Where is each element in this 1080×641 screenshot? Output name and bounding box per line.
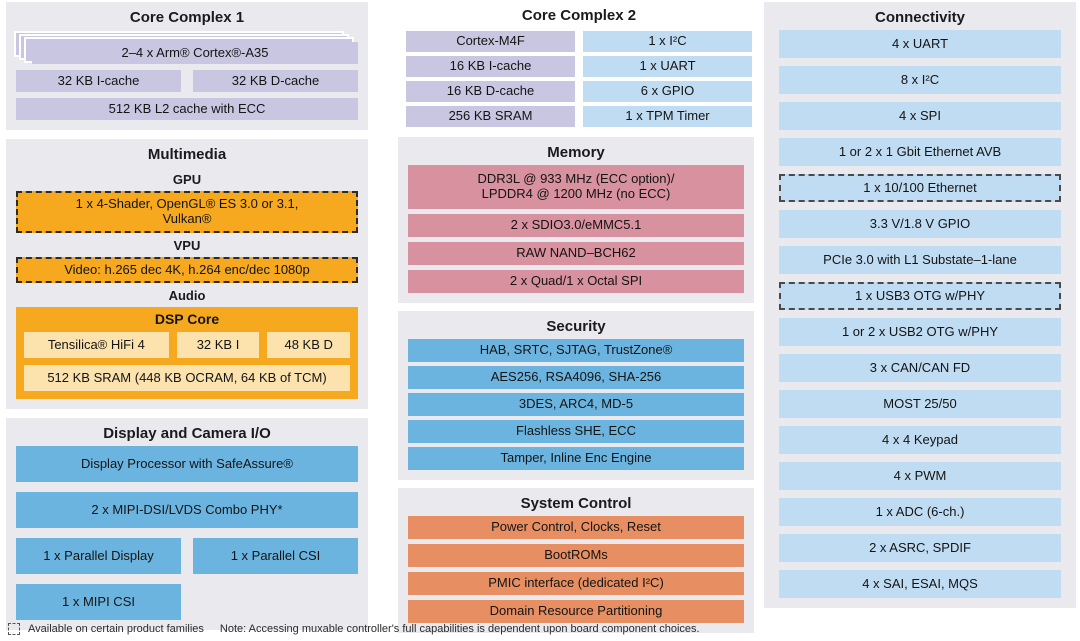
pmic-block: PMIC interface (dedicated I²C) xyxy=(408,572,744,595)
footer-legend: Available on certain product families No… xyxy=(8,623,700,635)
security-rows: HAB, SRTC, SJTAG, TrustZone® AES256, RSA… xyxy=(408,339,744,470)
domain-partitioning-block: Domain Resource Partitioning xyxy=(408,600,744,623)
core-complex-1-title: Core Complex 1 xyxy=(129,9,245,26)
connectivity-row-pcie: PCIe 3.0 with L1 Substate–1-lane xyxy=(779,246,1061,274)
dsp-core-title: DSP Core xyxy=(154,311,220,327)
display-camera-rows: Display Processor with SafeAssure® 2 x M… xyxy=(16,446,358,620)
left-column: Core Complex 1 2–4 x Arm® Cortex®-A35 32… xyxy=(6,2,368,630)
3des-block: 3DES, ARC4, MD-5 xyxy=(408,393,744,416)
connectivity-row-usb3: 1 x USB3 OTG w/PHY xyxy=(779,282,1061,310)
she-block: Flashless SHE, ECC xyxy=(408,420,744,443)
nand-block: RAW NAND–BCH62 xyxy=(408,242,744,265)
connectivity-row-uart: 4 x UART xyxy=(779,30,1061,58)
multimedia-title: Multimedia xyxy=(147,146,227,163)
cc2-icache-block: 16 KB I-cache xyxy=(406,56,575,77)
connectivity-row-sai: 4 x SAI, ESAI, MQS xyxy=(779,570,1061,598)
aes-block: AES256, RSA4096, SHA-256 xyxy=(408,366,744,389)
legend-label: Available on certain product families xyxy=(28,623,204,635)
security-title: Security xyxy=(546,318,606,335)
core-complex-2-title: Core Complex 2 xyxy=(521,7,637,24)
power-control-block: Power Control, Clocks, Reset xyxy=(408,516,744,539)
core-complex-1-section: Core Complex 1 2–4 x Arm® Cortex®-A35 32… xyxy=(6,2,368,130)
dsp-core-block: DSP Core Tensilica® HiFi 4 32 KB I 48 KB… xyxy=(16,307,358,399)
connectivity-row-adc: 1 x ADC (6-ch.) xyxy=(779,498,1061,526)
connectivity-row-most: MOST 25/50 xyxy=(779,390,1061,418)
cc2-sram-block: 256 KB SRAM xyxy=(406,106,575,127)
display-processor-block: Display Processor with SafeAssure® xyxy=(16,446,358,482)
security-section: Security HAB, SRTC, SJTAG, TrustZone® AE… xyxy=(398,311,754,480)
cc2-dcache-block: 16 KB D-cache xyxy=(406,81,575,102)
connectivity-rows: 4 x UART 8 x I²C 4 x SPI 1 or 2 x 1 Gbit… xyxy=(779,30,1061,598)
cc1-icache-block: 32 KB I-cache xyxy=(16,70,181,92)
cc2-i2c-block: 1 x I²C xyxy=(583,31,752,52)
connectivity-row-pwm: 4 x PWM xyxy=(779,462,1061,490)
dsp-hifi-block: Tensilica® HiFi 4 xyxy=(24,332,169,358)
dsp-sram-block: 512 KB SRAM (448 KB OCRAM, 64 KB of TCM) xyxy=(24,365,350,391)
ddr-block: DDR3L @ 933 MHz (ECC option)/ LPDDR4 @ 1… xyxy=(408,165,744,209)
connectivity-row-ethernet-10-100: 1 x 10/100 Ethernet xyxy=(779,174,1061,202)
footer-note: Note: Accessing muxable controller's ful… xyxy=(219,623,700,635)
display-camera-section: Display and Camera I/O Display Processor… xyxy=(6,418,368,630)
cc2-cpu-block: Cortex-M4F xyxy=(406,31,575,52)
parallel-row: 1 x Parallel Display 1 x Parallel CSI xyxy=(16,538,358,574)
tamper-block: Tamper, Inline Enc Engine xyxy=(408,447,744,470)
cc1-cpu-block: 2–4 x Arm® Cortex®-A35 xyxy=(32,42,358,64)
vpu-block: Video: h.265 dec 4K, h.264 enc/dec 1080p xyxy=(16,257,358,283)
cpu-cluster-stack: 2–4 x Arm® Cortex®-A35 xyxy=(14,31,358,64)
diagram-columns: Core Complex 1 2–4 x Arm® Cortex®-A35 32… xyxy=(6,2,1076,633)
quadspi-block: 2 x Quad/1 x Octal SPI xyxy=(408,270,744,293)
memory-section: Memory DDR3L @ 933 MHz (ECC option)/ LPD… xyxy=(398,137,754,303)
core-complex-2-grid: Cortex-M4F 1 x I²C 16 KB I-cache 1 x UAR… xyxy=(406,31,752,127)
system-control-section: System Control Power Control, Clocks, Re… xyxy=(398,488,754,633)
dsp-dcache-block: 48 KB D xyxy=(267,332,351,358)
cc1-cache-row: 32 KB I-cache 32 KB D-cache xyxy=(16,70,358,92)
connectivity-row-ethernet-avb: 1 or 2 x 1 Gbit Ethernet AVB xyxy=(779,138,1061,166)
system-control-rows: Power Control, Clocks, Reset BootROMs PM… xyxy=(408,516,744,623)
right-column: Connectivity 4 x UART 8 x I²C 4 x SPI 1 … xyxy=(764,2,1076,608)
connectivity-row-usb2: 1 or 2 x USB2 OTG w/PHY xyxy=(779,318,1061,346)
dashed-box-icon xyxy=(8,623,20,635)
connectivity-row-spi: 4 x SPI xyxy=(779,102,1061,130)
connectivity-section: Connectivity 4 x UART 8 x I²C 4 x SPI 1 … xyxy=(764,2,1076,608)
connectivity-row-keypad: 4 x 4 Keypad xyxy=(779,426,1061,454)
connectivity-row-asrc: 2 x ASRC, SPDIF xyxy=(779,534,1061,562)
cc1-dcache-block: 32 KB D-cache xyxy=(193,70,358,92)
gpu-block: 1 x 4-Shader, OpenGL® ES 3.0 or 3.1, Vul… xyxy=(16,191,358,233)
connectivity-row-i2c: 8 x I²C xyxy=(779,66,1061,94)
system-control-title: System Control xyxy=(520,495,632,512)
display-camera-title: Display and Camera I/O xyxy=(103,425,271,442)
connectivity-row-can: 3 x CAN/CAN FD xyxy=(779,354,1061,382)
vpu-label: VPU xyxy=(173,238,201,253)
mipi-dsi-block: 2 x MIPI-DSI/LVDS Combo PHY* xyxy=(16,492,358,528)
audio-label: Audio xyxy=(168,288,206,303)
hab-block: HAB, SRTC, SJTAG, TrustZone® xyxy=(408,339,744,362)
core-complex-2-section: Core Complex 2 Cortex-M4F 1 x I²C 16 KB … xyxy=(398,2,754,127)
mipi-csi-block: 1 x MIPI CSI xyxy=(16,584,181,620)
parallel-csi-block: 1 x Parallel CSI xyxy=(193,538,358,574)
cc2-gpio-block: 6 x GPIO xyxy=(583,81,752,102)
cc1-l2-block: 512 KB L2 cache with ECC xyxy=(16,98,358,120)
sdio-block: 2 x SDIO3.0/eMMC5.1 xyxy=(408,214,744,237)
dsp-core-row: Tensilica® HiFi 4 32 KB I 48 KB D xyxy=(24,332,351,358)
cc2-uart-block: 1 x UART xyxy=(583,56,752,77)
gpu-label: GPU xyxy=(172,172,202,187)
connectivity-row-gpio: 3.3 V/1.8 V GPIO xyxy=(779,210,1061,238)
cc2-tpm-block: 1 x TPM Timer xyxy=(583,106,752,127)
memory-rows: DDR3L @ 933 MHz (ECC option)/ LPDDR4 @ 1… xyxy=(408,165,744,293)
parallel-display-block: 1 x Parallel Display xyxy=(16,538,181,574)
memory-title: Memory xyxy=(547,144,605,161)
connectivity-title: Connectivity xyxy=(874,9,965,26)
middle-column: Core Complex 2 Cortex-M4F 1 x I²C 16 KB … xyxy=(398,2,754,633)
multimedia-section: Multimedia GPU 1 x 4-Shader, OpenGL® ES … xyxy=(6,139,368,409)
bootrom-block: BootROMs xyxy=(408,544,744,567)
dsp-icache-block: 32 KB I xyxy=(176,332,260,358)
